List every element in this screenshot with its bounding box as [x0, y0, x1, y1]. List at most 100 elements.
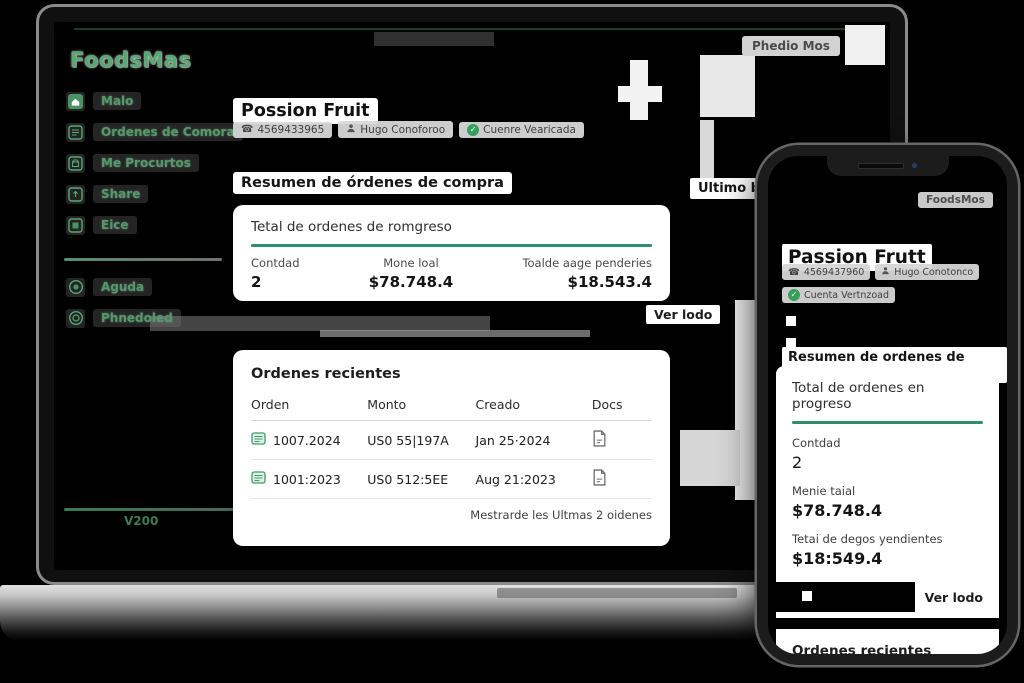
receipt-icon: [251, 432, 266, 448]
document-icon[interactable]: [592, 430, 607, 447]
stat-label: Toalde aage penderies: [522, 256, 652, 270]
phone-topbar-label[interactable]: FoodsMos: [918, 192, 993, 208]
verified-badge: ✓ Cuenta Vertnzoad: [782, 287, 895, 303]
noise-artifact: [700, 55, 755, 117]
page-title: Possion Fruit: [233, 97, 378, 124]
stat-value: $78.748.4: [792, 501, 883, 520]
verified-label: Cuenre Vearicada: [483, 123, 576, 136]
noise-artifact: [735, 300, 757, 500]
sidebar-item-label: Ordenes de Comora: [93, 123, 243, 141]
order-amount: US0 512:5EE: [367, 471, 449, 487]
screen-top-accent-line: [74, 28, 854, 30]
user-badge: Hugo Conotonco: [875, 264, 980, 280]
sidebar-item-plan[interactable]: Eice: [66, 214, 243, 236]
view-all-link[interactable]: Ver lodo: [924, 589, 983, 605]
order-date: Aug 21:2023: [475, 471, 556, 487]
stat-count: Contdad 2: [251, 256, 300, 291]
stat-value: $18.543.4: [567, 273, 652, 291]
sidebar-item-help[interactable]: Aguda: [66, 276, 181, 298]
noise-artifact: [630, 60, 648, 120]
camera-dot: [912, 163, 917, 168]
noise-artifact: [845, 25, 885, 65]
stat-label: Mone loal: [383, 256, 439, 270]
verified-badge: ✓ Cuenre Vearicada: [459, 121, 584, 138]
user-name: Hugo Conotonco: [894, 266, 974, 278]
check-icon: ✓: [788, 289, 800, 301]
order-amount: US0 55|197A: [367, 432, 449, 448]
sidebar-item-label: Phnedoled: [93, 309, 181, 327]
user-badge: Hugo Conoforoo: [338, 121, 454, 138]
order-id: 1001:2023: [273, 471, 341, 487]
phone-screen: FoodsMos Passion Frutt ☎ 4569437960 Hugo…: [768, 156, 1007, 654]
table-header: Orden Monto Creado Docs: [251, 397, 652, 421]
recent-orders-card: Ordenes recientes Orden Monto Creado Doc…: [233, 350, 670, 546]
phone-badge: ☎ 4569437960: [782, 264, 871, 280]
table-row[interactable]: 1001:2023 US0 512:5EE Aug 21:2023: [251, 460, 652, 499]
sidebar-item-privacy[interactable]: Phnedoled: [66, 307, 181, 329]
orders-card-title: Ordenes recientes: [251, 366, 401, 382]
phone-orders-title: Ordenes recientes: [792, 643, 932, 654]
share-icon: [66, 184, 85, 204]
column-header: Orden: [251, 397, 290, 412]
order-date: Jan 25·2024: [475, 432, 551, 448]
column-header: Creado: [475, 397, 521, 412]
stat-value: $18:549.4: [792, 549, 883, 568]
topbar-profile-button[interactable]: Phedio Mos: [742, 36, 840, 56]
view-all-row: Ver lodo: [776, 582, 983, 612]
noise-artifact: [618, 86, 662, 102]
stat-label: Tetai de degos yendientes: [792, 532, 943, 546]
noise-artifact: [776, 618, 999, 629]
sidebar-item-label: Share: [93, 185, 149, 203]
accent-rule: [251, 244, 652, 247]
view-all-link[interactable]: Ver lodo: [646, 305, 721, 324]
sidebar-item-purchase-orders[interactable]: Ordenes de Comora: [66, 121, 243, 143]
laptop-mockup: FoodsMas Malo Ordenes de Comora: [36, 4, 908, 585]
table-footer-note: Mestrarde les Ultmas 2 oidenes: [470, 508, 652, 522]
table-row[interactable]: 1007.2024 US0 55|197A Jan 25·2024: [251, 421, 652, 460]
phone-number: 4569433965: [257, 123, 325, 136]
sidebar-menu: Malo Ordenes de Comora Me Procurtos: [66, 90, 243, 245]
sidebar-item-label: Me Procurtos: [93, 154, 199, 172]
verified-label: Cuenta Vertnzoad: [804, 289, 889, 301]
sidebar-item-main[interactable]: Malo: [66, 90, 243, 112]
section-title: Resumen de órdenes de compra: [233, 172, 512, 195]
sidebar-footer-menu: Aguda Phnedoled: [66, 276, 181, 338]
column-header: Docs: [591, 397, 623, 412]
phone-notch: [826, 156, 949, 176]
stat-total: Mone loal $78.748.4: [369, 256, 453, 291]
phone-icon: ☎: [241, 123, 254, 135]
sidebar-item-label: Eice: [93, 216, 137, 234]
profile-badges: ☎ 4569433965 Hugo Conoforoo ✓ Cuenre Vea…: [233, 121, 584, 138]
phone-icon: ☎: [788, 266, 800, 278]
sidebar-item-products[interactable]: Me Procurtos: [66, 152, 243, 174]
brand-logo: FoodsMas: [70, 48, 192, 72]
accent-rule: [792, 421, 983, 424]
phone-summary-title: Total de ordenes en progreso: [792, 380, 925, 412]
person-icon: [346, 123, 356, 136]
order-id: 1007.2024: [273, 432, 341, 448]
laptop-screen: FoodsMas Malo Ordenes de Comora: [54, 22, 890, 570]
stat-value: $78.748.4: [368, 273, 454, 291]
noise-artifact: [680, 430, 740, 486]
home-icon: [66, 91, 85, 111]
user-name: Hugo Conoforoo: [360, 123, 446, 136]
noise-artifact: [374, 32, 494, 46]
sidebar-divider: [64, 258, 222, 261]
document-icon[interactable]: [592, 469, 607, 486]
summary-stats: Contdad 2 Mone loal $78.748.4 Toalde aag…: [251, 256, 652, 291]
receipt-icon: [251, 471, 266, 487]
column-header: Monto: [367, 397, 407, 412]
sidebar-item-label: Aguda: [93, 278, 153, 296]
phone-profile-badges: ☎ 4569437960 Hugo Conotonco: [782, 264, 980, 280]
sidebar-item-label: Malo: [93, 92, 142, 110]
phone-mockup: FoodsMos Passion Frutt ☎ 4569437960 Hugo…: [757, 145, 1018, 665]
summary-card-title: Tetal de ordenes de romgreso: [251, 219, 452, 235]
products-icon: [66, 153, 85, 173]
sidebar-item-share[interactable]: Share: [66, 183, 243, 205]
privacy-icon: [66, 308, 85, 328]
sidebar: FoodsMas Malo Ordenes de Comora: [54, 22, 404, 570]
noise-artifact: [786, 338, 796, 348]
speaker-slot: [858, 162, 904, 169]
person-icon: [881, 266, 890, 278]
